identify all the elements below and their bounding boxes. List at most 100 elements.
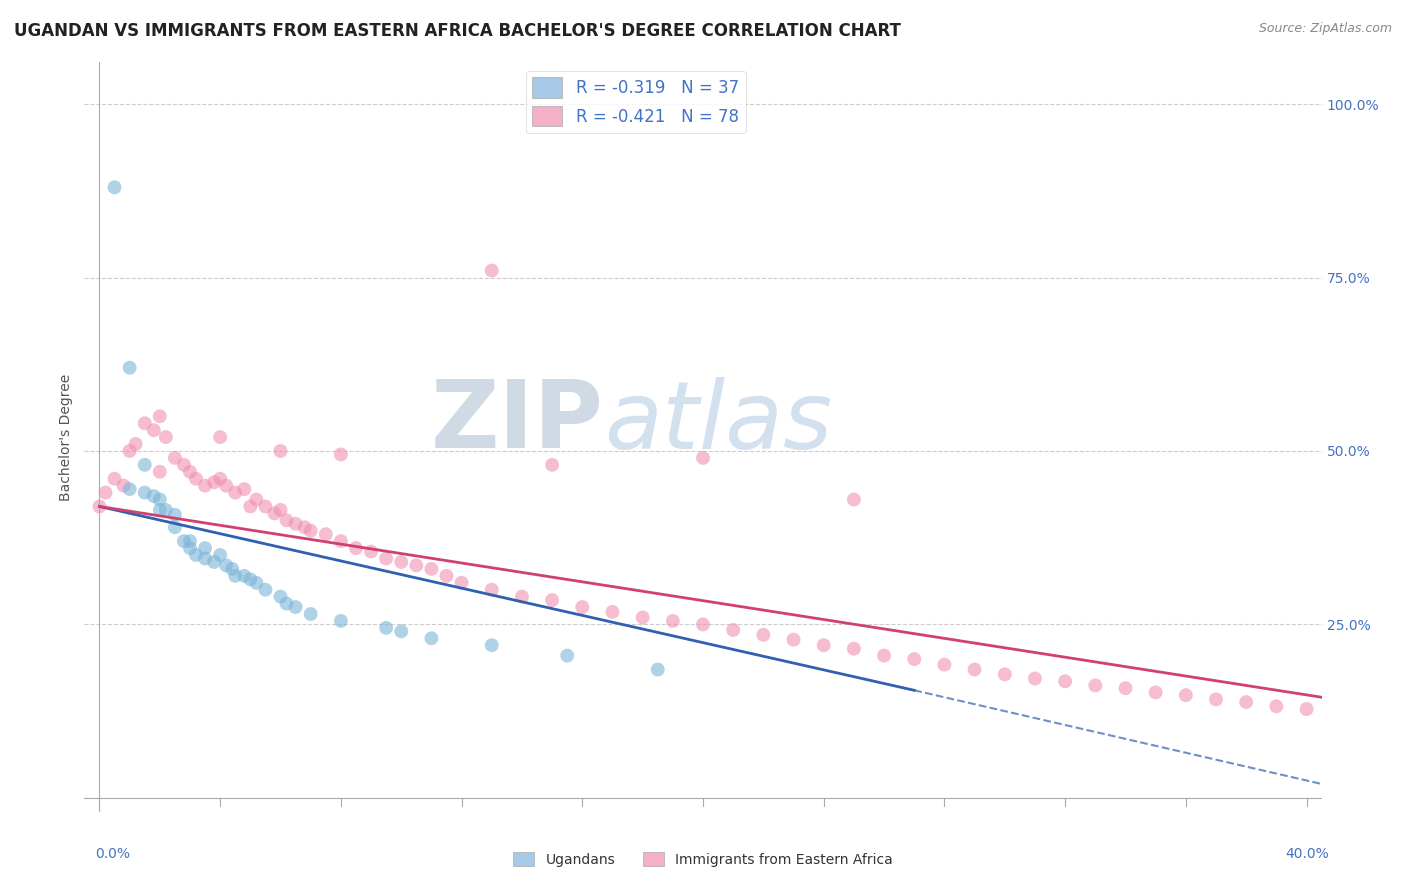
Point [329, 534, 352, 549]
Point [329, 614, 352, 628]
Point [184, 548, 207, 562]
Point [420, 632, 443, 646]
Point [194, 541, 217, 555]
Point [389, 624, 412, 639]
Point [239, 500, 262, 514]
Text: Source: ZipAtlas.com: Source: ZipAtlas.com [1258, 22, 1392, 36]
Point [1295, 702, 1317, 716]
Point [420, 562, 443, 576]
Point [209, 430, 232, 444]
Point [270, 444, 292, 458]
Point [1114, 681, 1136, 696]
Point [149, 409, 172, 424]
Point [842, 492, 865, 507]
Text: ZIP: ZIP [432, 376, 605, 468]
Point [782, 632, 804, 647]
Point [555, 648, 578, 663]
Point [142, 489, 165, 503]
Point [118, 444, 141, 458]
Point [1234, 695, 1257, 709]
Point [375, 621, 398, 635]
Point [481, 263, 503, 277]
Point [276, 513, 298, 527]
Point [1355, 709, 1378, 723]
Point [284, 600, 307, 615]
Y-axis label: Bachelor's Degree: Bachelor's Degree [59, 374, 73, 500]
Point [541, 458, 564, 472]
Point [481, 638, 503, 652]
Point [103, 180, 125, 194]
Point [647, 663, 669, 677]
Point [510, 590, 533, 604]
Point [224, 485, 246, 500]
Point [692, 450, 714, 465]
Point [299, 607, 322, 621]
Point [112, 478, 135, 492]
Point [245, 492, 267, 507]
Point [179, 541, 201, 555]
Point [329, 447, 352, 461]
Point [270, 590, 292, 604]
Point [94, 485, 117, 500]
Point [284, 516, 307, 531]
Point [245, 575, 267, 590]
Point [254, 582, 277, 597]
Point [873, 648, 896, 663]
Point [276, 597, 298, 611]
Point [294, 520, 316, 534]
Point [270, 503, 292, 517]
Point [89, 500, 111, 514]
Point [173, 534, 195, 549]
Point [375, 551, 398, 566]
Point [134, 485, 156, 500]
Point [842, 641, 865, 656]
Point [149, 503, 172, 517]
Point [202, 475, 225, 490]
Point [202, 555, 225, 569]
Text: 0.0%: 0.0% [96, 847, 131, 861]
Point [934, 657, 956, 672]
Text: 40.0%: 40.0% [1285, 847, 1329, 861]
Point [903, 652, 925, 666]
Point [233, 569, 256, 583]
Point [1205, 692, 1227, 706]
Point [571, 600, 593, 615]
Point [124, 437, 146, 451]
Point [118, 360, 141, 375]
Point [481, 582, 503, 597]
Point [344, 541, 367, 555]
Point [215, 558, 238, 573]
Point [103, 472, 125, 486]
Point [163, 450, 186, 465]
Point [1054, 674, 1077, 689]
Point [994, 667, 1017, 681]
Point [389, 555, 412, 569]
Point [1174, 688, 1197, 702]
Point [239, 572, 262, 586]
Point [752, 628, 775, 642]
Point [163, 520, 186, 534]
Point [405, 558, 427, 573]
Point [1326, 706, 1348, 721]
Point [1084, 678, 1107, 692]
Point [254, 500, 277, 514]
Point [155, 430, 177, 444]
Point [224, 569, 246, 583]
Point [163, 508, 186, 522]
Point [1386, 713, 1406, 727]
Point [602, 605, 624, 619]
Point [215, 478, 238, 492]
Point [134, 416, 156, 430]
Point [221, 562, 243, 576]
Point [233, 482, 256, 496]
Point [173, 458, 195, 472]
Point [184, 472, 207, 486]
Point [721, 623, 744, 637]
Point [1024, 672, 1046, 686]
Point [134, 458, 156, 472]
Point [360, 544, 382, 558]
Point [692, 617, 714, 632]
Point [450, 575, 472, 590]
Point [813, 638, 835, 652]
Text: atlas: atlas [605, 376, 832, 467]
